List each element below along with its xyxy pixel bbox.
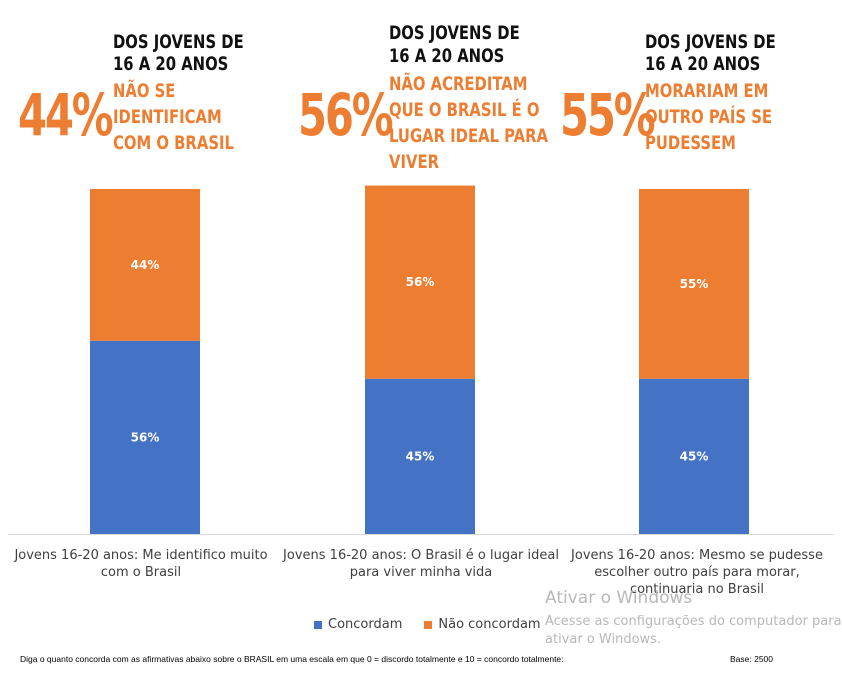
callout-desc-line: LUGAR IDEAL PARA [389,125,549,147]
base-size: Base: 2500 [730,654,774,664]
footnote: Diga o quanto concorda com as afirmativa… [20,654,564,664]
data-label: 44% [131,258,160,272]
legend-swatch-concordam [314,620,322,629]
callout-desc-line: OUTRO PAÍS SE [645,106,773,128]
bar-segment-nao-concordam-3 [639,189,749,379]
data-label: 45% [406,449,435,463]
bar-segment-concordam-2 [365,378,475,534]
data-label: 55% [680,277,709,291]
legend-label-nao-concordam: Não concordam [438,617,541,632]
callout-header-line: DOS JOVENS DE [113,31,244,53]
category-label-3: Jovens 16-20 anos: Mesmo se pudesse esco… [562,547,832,598]
bar-segment-concordam-1 [90,340,200,534]
windows-watermark-line: Acesse as configurações do computador pa… [545,614,842,629]
windows-watermark-title: Ativar o Windows [545,588,693,608]
callout-header-line: DOS JOVENS DE [389,22,520,44]
callout-desc-line: IDENTIFICAM [113,106,222,128]
legend: Concordam Não concordam [314,617,541,632]
category-label-line: para viver minha vida [349,565,493,580]
callout-desc-line: VIVER [389,151,439,173]
category-label-line: Jovens 16-20 anos: Mesmo se pudesse [571,548,823,563]
bar-segment-nao-concordam-2 [365,185,475,379]
callout-percent: 56% [298,81,394,149]
stacked-bar-chart: 56% 44% 45% 56% 45% 55% [8,185,834,535]
callout-header-line: 16 A 20 ANOS [645,53,761,75]
category-label-line: Jovens 16-20 anos: O Brasil é o lugar id… [283,548,559,563]
callout-desc-line: COM O BRASIL [113,132,234,154]
data-label: 45% [680,449,709,463]
legend-label-concordam: Concordam [328,617,403,632]
data-label: 56% [406,275,435,289]
bar-segment-nao-concordam-1 [90,189,200,341]
callout-header-line: 16 A 20 ANOS [389,45,505,67]
category-label-line: Jovens 16-20 anos: Me identifico muito [14,548,268,563]
windows-watermark-line: ativar o Windows. [545,632,662,647]
callout-desc-line: NÃO ACREDITAM [389,73,528,95]
category-label-2: Jovens 16-20 anos: O Brasil é o lugar id… [280,547,562,581]
category-label-line: continuaria no Brasil [629,582,765,597]
callout-desc-line: NÃO SE [113,80,176,102]
bar-segment-concordam-3 [639,378,749,534]
legend-swatch-nao-concordam [424,620,433,629]
callout-header-line: DOS JOVENS DE [645,31,776,53]
callout-desc-line: QUE O BRASIL É O [389,99,540,121]
callout-header-line: 16 A 20 ANOS [113,53,229,75]
windows-watermark-text: Acesse as configurações do computador pa… [545,613,842,649]
callout-desc-line: PUDESSEM [645,132,736,154]
callout-percent: 55% [560,81,656,149]
callout-percent: 44% [18,81,114,149]
callout-desc-line: MORARIAM EM [645,80,769,102]
category-label-line: escolher outro país para morar, [594,565,800,580]
category-label-line: com o Brasil [100,565,182,580]
data-label: 56% [131,430,160,444]
category-label-1: Jovens 16-20 anos: Me identifico muito c… [5,547,277,581]
